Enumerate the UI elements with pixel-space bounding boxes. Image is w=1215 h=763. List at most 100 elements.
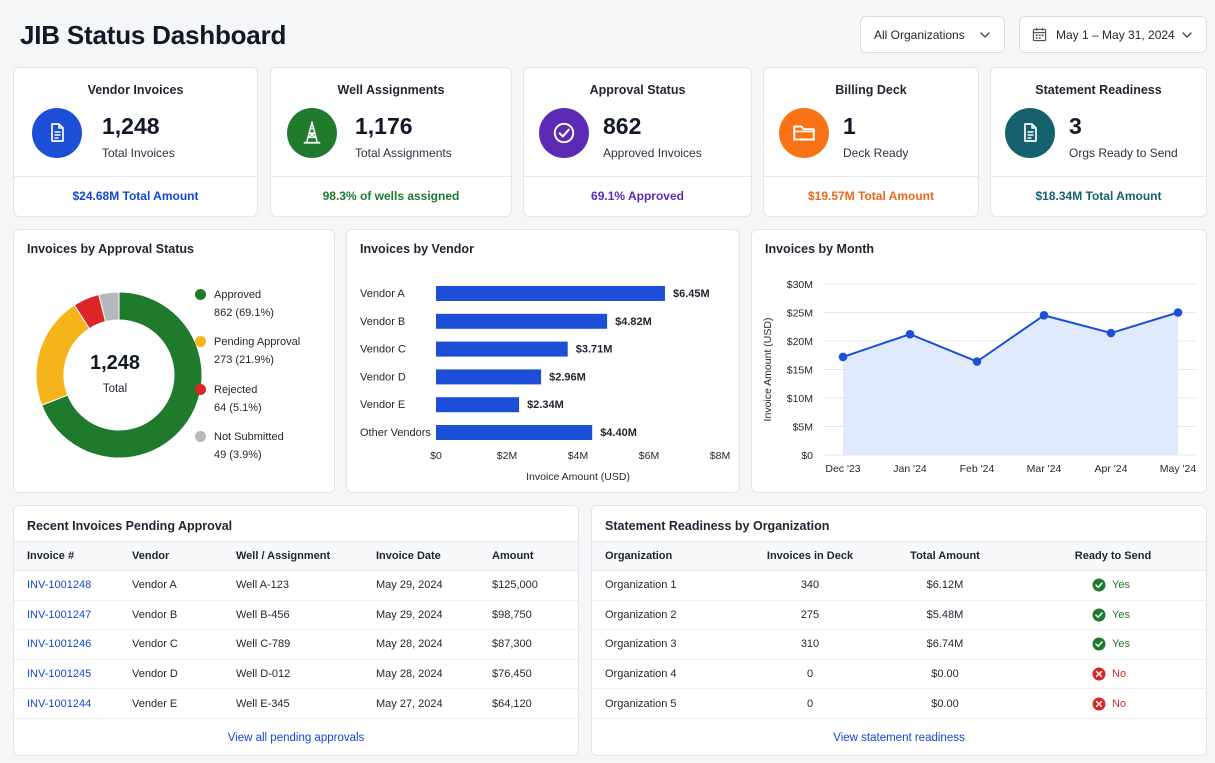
x-circle-icon [1092,667,1106,681]
bar-data-label: $6.45M [673,288,710,300]
bar [436,341,568,357]
invoice-link[interactable]: INV-1001244 [27,697,92,710]
statement-icon [1005,108,1055,158]
kpi-footer: $19.57M Total Amount [807,189,935,203]
column-header[interactable]: Invoice Date [376,541,492,571]
bar-category-label: Vendor C [360,344,406,356]
check-circle-icon [1092,637,1106,651]
legend-detail: 64 (5.1%) [214,402,262,414]
invoices-cell: 0 [750,688,870,719]
legend-label: Approved [214,289,262,301]
bar [436,425,593,440]
column-header[interactable]: Well / Assignment [236,541,376,571]
calendar-icon [1032,27,1047,42]
pending-invoices-panel: Recent Invoices Pending Approval Invoice… [13,505,579,756]
kpi-footer: $18.34M Total Amount [1035,189,1162,203]
legend-item[interactable]: Approved 862 (69.1%) [195,286,274,322]
month-panel: Invoices by Month $0 $5M $10M $15M $20M $25M $… [751,229,1207,493]
table-row[interactable]: Organization 5 0 $0.00 No [592,688,1206,719]
kpi-title: Statement Readiness [1035,83,1162,97]
data-point [838,352,848,362]
x-tick-label: $6M [639,450,659,462]
x-tick-label: Feb '24 [960,463,995,475]
legend-item[interactable]: Not Submitted 49 (3.9%) [195,428,284,464]
x-tick-label: May '24 [1160,463,1197,475]
document-icon [32,108,82,158]
bar-data-label: $2.96M [549,371,586,383]
kpi-value: 1,176 [355,113,413,139]
invoice-link[interactable]: INV-1001246 [27,638,92,651]
ready-label: No [1112,668,1127,681]
amount-cell: $98,750 [492,600,578,631]
legend-label: Pending Approval [214,336,301,348]
column-header[interactable]: Organization [592,541,750,571]
kpi-card-well-assignments[interactable]: Well Assignments 1,176 Total Assignments… [270,67,512,217]
bar-category-label: Vendor B [360,316,405,328]
ready-status: No [1020,697,1206,711]
table-row[interactable]: INV-1001246 Vendor C Well C-789 May 28, … [14,629,578,660]
invoice-link[interactable]: INV-1001245 [27,668,92,681]
table-row[interactable]: INV-1001248 Vendor A Well A-123 May 29, … [14,570,578,601]
date-range-select[interactable]: May 1 – May 31, 2024 [1019,16,1207,53]
column-header[interactable]: Invoice # [14,541,132,571]
table-row[interactable]: INV-1001245 Vendor D Well D-012 May 28, … [14,659,578,690]
bar [436,286,665,301]
legend-item[interactable]: Pending Approval 273 (21.9%) [195,333,301,369]
check-circle-icon [539,108,589,158]
vendor-cell: Vendor A [132,570,236,601]
bar [436,313,608,329]
date-range-value: May 1 – May 31, 2024 [1056,27,1175,42]
chevron-down-icon [980,32,990,38]
organization-select[interactable]: All Organizations [860,16,1005,53]
amount-cell: $76,450 [492,659,578,690]
invoices-cell: 0 [750,659,870,690]
legend-item[interactable]: Rejected 64 (5.1%) [195,381,262,417]
view-statement-readiness-link[interactable]: View statement readiness [833,732,965,744]
amount-cell: $125,000 [492,570,578,601]
data-point [972,357,982,366]
organization-cell: Organization 1 [592,570,750,601]
table-row[interactable]: Organization 1 340 $6.12M Yes [592,570,1206,601]
y-axis-label: Invoice Amount (USD) [762,318,774,422]
pending-invoices-table: Invoice # Vendor Well / Assignment Invoi… [14,541,578,719]
kpi-card-statement-readiness[interactable]: Statement Readiness 3 Orgs Ready to Send… [990,67,1207,217]
kpi-subtitle: Orgs Ready to Send [1069,146,1178,160]
view-all-pending-link[interactable]: View all pending approvals [227,732,365,744]
kpi-card-approval-status[interactable]: Approval Status 862 Approved Invoices 69… [523,67,752,217]
kpi-card-vendor-invoices[interactable]: Vendor Invoices 1,248 Total Invoices $24… [13,67,258,217]
column-header[interactable]: Ready to Send [1020,541,1206,571]
column-header[interactable]: Total Amount [870,541,1020,571]
invoice-link[interactable]: INV-1001247 [27,608,92,621]
column-header[interactable]: Vendor [132,541,236,571]
x-tick-label: Jan '24 [893,463,927,475]
column-header[interactable]: Invoices in Deck [750,541,870,571]
legend-swatch [195,336,206,347]
table-row[interactable]: Organization 4 0 $0.00 No [592,659,1206,690]
invoice-link[interactable]: INV-1001248 [27,579,92,592]
donut-center-label: Total [102,383,128,395]
organization-cell: Organization 4 [592,659,750,690]
x-axis-label: Invoice Amount (USD) [526,471,630,483]
table-row[interactable]: Organization 2 275 $5.48M Yes [592,600,1206,631]
table-row[interactable]: Organization 3 310 $6.74M Yes [592,629,1206,660]
amount-cell: $6.74M [870,629,1020,660]
divider [991,176,1206,177]
invoices-cell: 275 [750,600,870,631]
divider [524,176,751,177]
bar-data-label: $4.40M [600,427,637,439]
data-point [905,329,915,339]
amount-cell: $5.48M [870,600,1020,631]
organization-cell: Organization 2 [592,600,750,631]
y-tick-label: $25M [787,308,813,320]
table-row[interactable]: INV-1001244 Vender E Well E-345 May 27, … [14,688,578,719]
vendor-cell: Vendor B [132,600,236,631]
organization-cell: Organization 3 [592,629,750,660]
data-point [1039,311,1049,320]
y-tick-label: $20M [787,336,813,348]
x-tick-label: $0 [430,450,442,462]
table-row[interactable]: INV-1001247 Vendor B Well B-456 May 29, … [14,600,578,631]
kpi-card-billing-deck[interactable]: Billing Deck 1 Deck Ready $19.57M Total … [763,67,979,217]
y-tick-label: $30M [787,279,813,291]
date-cell: May 29, 2024 [376,570,492,601]
column-header[interactable]: Amount [492,541,578,571]
